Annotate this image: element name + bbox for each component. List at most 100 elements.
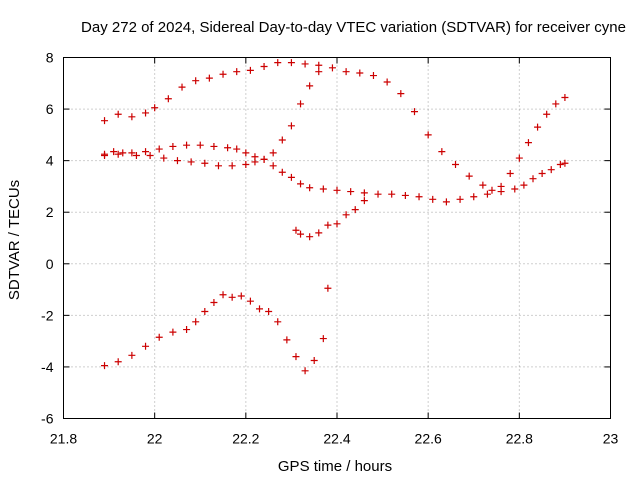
data-point [128,149,136,157]
data-point [543,110,551,118]
data-point [246,297,254,305]
data-point [465,172,473,180]
data-point [246,66,254,74]
data-point [164,95,172,103]
data-point [534,123,542,131]
data-point [128,351,136,359]
data-point [160,154,168,162]
data-point [114,150,122,158]
data-point [297,230,305,238]
data-point [251,153,259,161]
data-point [333,186,341,194]
data-point [269,149,277,157]
data-point [237,292,245,300]
data-point [260,155,268,163]
data-point [397,90,405,98]
data-points [101,59,569,375]
data-point [424,131,432,139]
data-point [429,195,437,203]
data-point [260,63,268,71]
data-point [552,100,560,108]
data-point [110,148,118,156]
data-point [151,104,159,112]
data-point [201,159,209,167]
data-point [524,139,532,147]
data-point [287,59,295,67]
y-tick-label: 2 [46,204,54,220]
data-point [324,221,332,229]
data-point [128,113,136,121]
data-point [219,291,227,299]
data-point [315,229,323,237]
data-point [142,109,150,117]
data-point [301,60,309,68]
data-point [101,117,109,125]
axis-ticks: 21.8 22 22.2 22.4 22.6 22.8 23 -6 -4 -2 0 2 4 6 8 [41,50,618,447]
data-point [142,148,150,156]
data-point [242,161,250,169]
data-point [511,185,519,193]
series-upper-arc [101,59,569,194]
data-point [342,68,350,76]
x-tick-label: 22.8 [506,431,533,447]
data-point [561,159,569,167]
data-point [483,190,491,198]
data-point [306,184,314,192]
y-tick-label: -4 [41,359,54,375]
data-point [205,74,213,82]
x-tick-label: 22 [147,431,163,447]
data-point [301,367,309,375]
y-tick-label: 8 [46,50,54,66]
data-point [287,122,295,130]
series-short-arc [292,197,368,241]
data-point [278,136,286,144]
data-point [292,226,300,234]
grid [63,57,611,419]
data-point [183,326,191,334]
series-crossing-arc [101,68,323,163]
data-point [561,93,569,101]
data-point [360,197,368,205]
data-point [360,189,368,197]
data-point [328,64,336,72]
data-point [114,110,122,118]
x-tick-label: 23 [603,431,619,447]
data-point [374,190,382,198]
data-point [410,108,418,116]
data-point [201,307,209,315]
data-point [283,336,291,344]
data-point [155,145,163,153]
data-point [228,293,236,301]
data-point [119,149,127,157]
data-point [515,154,523,162]
data-point [310,356,318,364]
x-tick-label: 22.2 [232,431,259,447]
data-point [319,185,327,193]
data-point [114,358,122,366]
chart-title: Day 272 of 2024, Sidereal Day-to-day VTE… [81,19,626,36]
data-point [242,149,250,157]
data-point [169,142,177,150]
data-point [278,168,286,176]
data-point [529,175,537,183]
data-point [269,162,277,170]
data-point [265,307,273,315]
data-point [306,82,314,90]
data-point [470,193,478,201]
data-point [488,186,496,194]
data-point [183,141,191,149]
data-point [155,333,163,341]
data-point [315,68,323,76]
data-point [538,170,546,178]
data-point [520,181,528,189]
y-tick-label: -6 [41,411,54,427]
y-tick-label: 0 [46,256,54,272]
data-point [388,190,396,198]
data-point [196,141,204,149]
data-point [173,157,181,165]
data-point [292,353,300,361]
data-point [146,151,154,159]
data-point [233,68,241,76]
data-point [256,305,264,313]
